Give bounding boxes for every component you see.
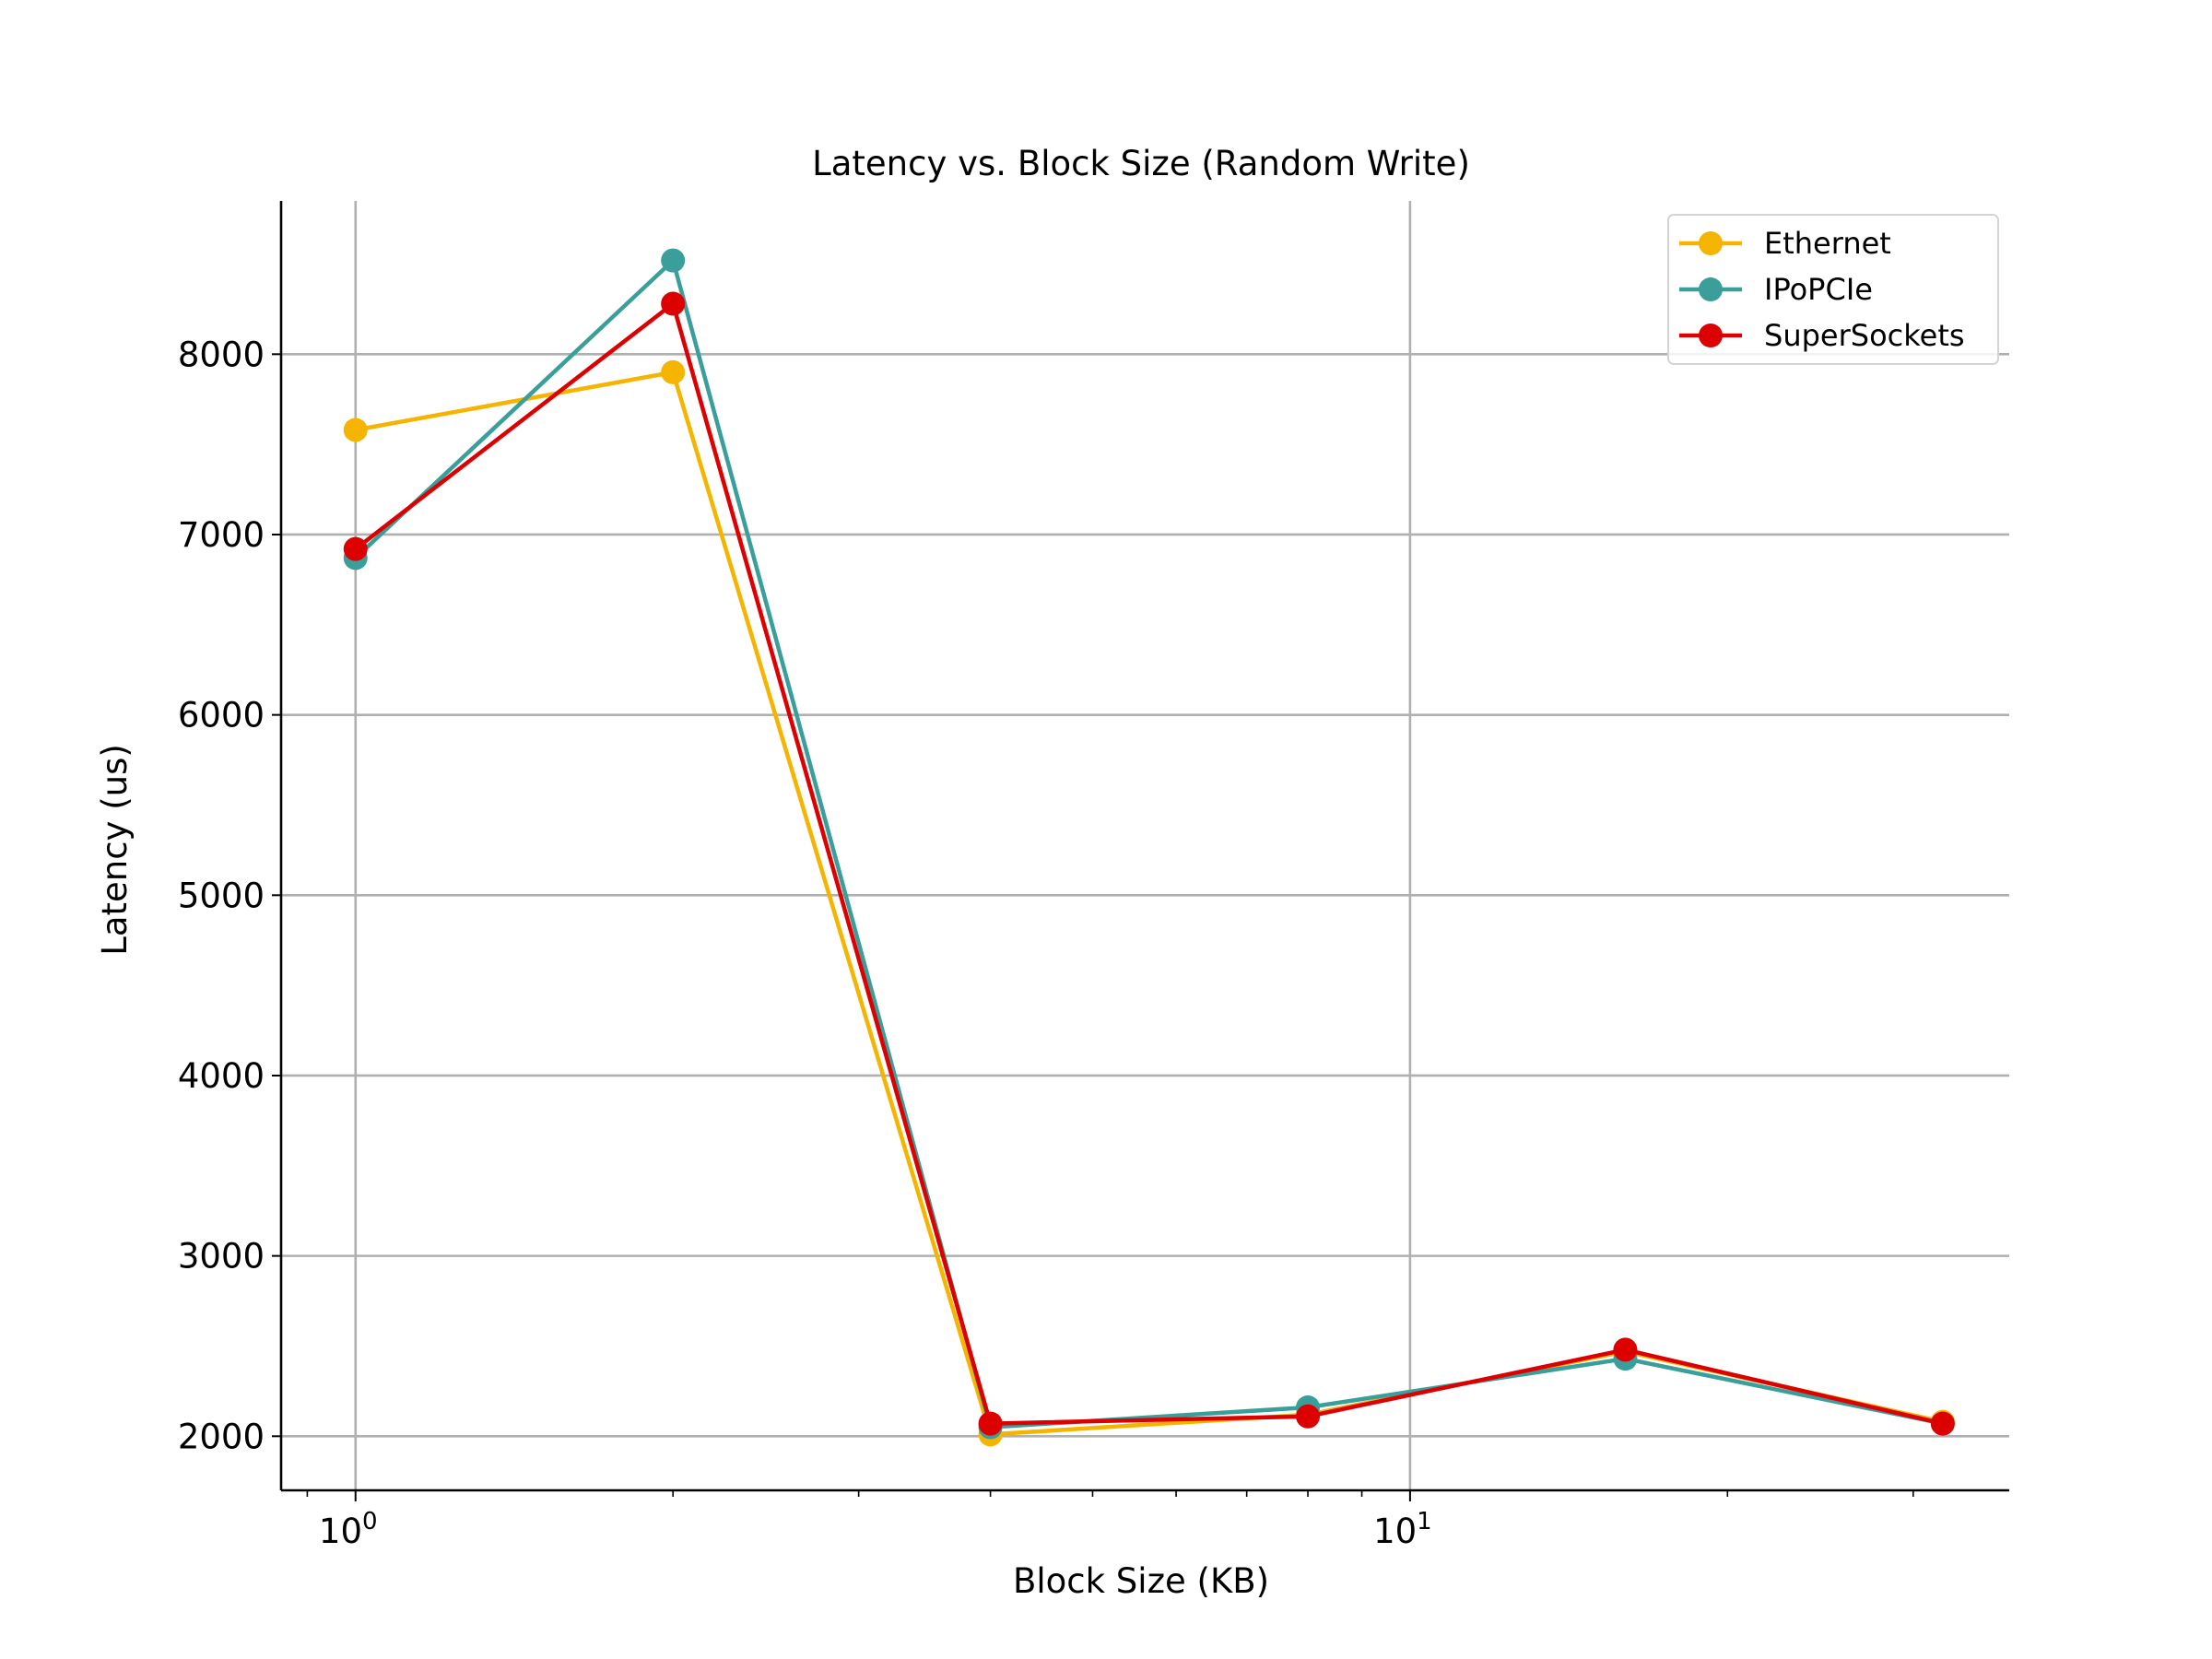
chart-title: Latency vs. Block Size (Random Write) <box>812 144 1470 183</box>
legend-box <box>1667 214 1999 365</box>
y-axis-label: Latency (us) <box>95 744 135 956</box>
legend-marker-ethernet <box>1699 231 1723 255</box>
x-axis-label: Block Size (KB) <box>1013 1561 1269 1601</box>
legend-marker-ipopcie <box>1699 277 1723 301</box>
data-point-ethernet <box>343 418 368 442</box>
series-layer <box>343 248 1955 1447</box>
data-point-supersockets <box>343 536 368 561</box>
legend-label-ethernet: Ethernet <box>1764 226 1891 261</box>
y-tick-label: 7000 <box>178 515 265 555</box>
data-point-ethernet <box>661 359 686 384</box>
y-tick-label: 2000 <box>178 1417 265 1456</box>
legend-label-supersockets: SuperSockets <box>1764 318 1965 353</box>
legend: Ethernet IPoPCIe SuperSockets <box>1667 214 1999 365</box>
x-tick-label: 101 <box>1373 1508 1432 1551</box>
y-tick-label: 8000 <box>178 335 265 374</box>
data-point-ipopcie <box>661 248 686 273</box>
data-point-supersockets <box>661 291 686 316</box>
series-line-ethernet <box>355 370 1944 1437</box>
grid-layer <box>281 201 2009 1490</box>
series-line-ipopcie <box>354 258 1944 1430</box>
legend-marker-supersockets <box>1699 324 1723 347</box>
y-tick-label: 6000 <box>178 696 265 735</box>
legend-label-ipopcie: IPoPCIe <box>1764 272 1873 307</box>
x-tick-label: 100 <box>319 1508 378 1551</box>
y-tick-label: 3000 <box>178 1237 265 1277</box>
data-point-supersockets <box>1296 1404 1321 1429</box>
axes-layer: 2000 3000 4000 5000 6000 7000 8000 100 101 <box>178 201 2009 1551</box>
data-point-supersockets <box>1613 1337 1638 1362</box>
data-point-supersockets <box>978 1411 1003 1436</box>
data-point-supersockets <box>1930 1411 1955 1436</box>
series-line-supersockets <box>354 301 1944 1426</box>
y-tick-label: 4000 <box>178 1056 265 1096</box>
y-tick-label: 5000 <box>178 876 265 915</box>
